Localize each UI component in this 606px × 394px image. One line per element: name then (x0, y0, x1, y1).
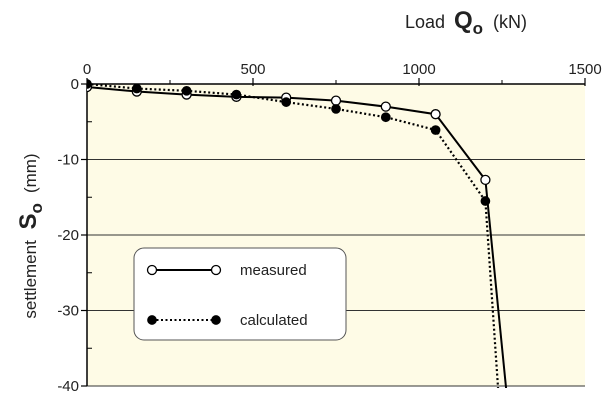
data-point-calculated-2 (181, 85, 192, 96)
data-point-calculated-3 (231, 89, 242, 100)
y-tick-label-3: -30 (57, 303, 79, 320)
data-point-calculated-5 (331, 104, 341, 114)
data-point-measured-5 (330, 95, 342, 106)
legend-marker-measured-1 (210, 264, 222, 276)
x-tick-label-2: 1000 (402, 61, 435, 78)
y-tick-label-2: -20 (57, 227, 79, 244)
y-axis-title: settlement So (mm) (15, 153, 46, 318)
legend-marker-measured-0 (146, 264, 158, 276)
data-point-calculated-1 (131, 83, 142, 94)
data-point-measured-6 (380, 101, 391, 112)
x-tick-label-1: 500 (240, 61, 265, 78)
legend-marker-calculated-0 (147, 315, 157, 325)
data-point-calculated-7 (430, 125, 441, 135)
legend-label-measured: measured (240, 262, 307, 279)
x-axis-title: Load Qo (kN) (405, 7, 527, 38)
y-tick-label-4: -40 (57, 378, 79, 394)
data-point-measured-8 (480, 174, 491, 186)
y-tick-label-1: -10 (57, 152, 79, 169)
y-axis-title-symbol: S (15, 213, 42, 229)
x-tick-label-0: 0 (83, 61, 91, 78)
x-axis-title-subscript: o (473, 19, 483, 38)
legend-marker-calculated-1 (211, 315, 221, 325)
y-axis-title-group: settlement So (mm) (15, 153, 46, 318)
data-point-calculated-4 (281, 97, 292, 107)
y-axis-title-subscript: o (27, 203, 46, 213)
data-point-calculated-0 (87, 79, 92, 89)
data-point-measured-7 (430, 109, 441, 120)
data-point-calculated-6 (380, 112, 391, 123)
y-tick-label-0: 0 (71, 76, 79, 93)
x-tick-label-3: 1500 (568, 61, 601, 78)
series-line-measured (87, 86, 508, 388)
x-axis-title-unit: (kN) (493, 12, 527, 32)
legend-label-calculated: calculated (240, 312, 308, 329)
x-axis-title-symbol: Q (454, 7, 473, 34)
x-axis-title-prefix: Load (405, 12, 450, 32)
y-axis-title-unit: (mm) (21, 153, 40, 193)
series-group (87, 79, 508, 388)
series-line-calculated (87, 82, 500, 388)
data-point-calculated-8 (480, 196, 491, 206)
y-axis-title-prefix: settlement (21, 235, 40, 318)
